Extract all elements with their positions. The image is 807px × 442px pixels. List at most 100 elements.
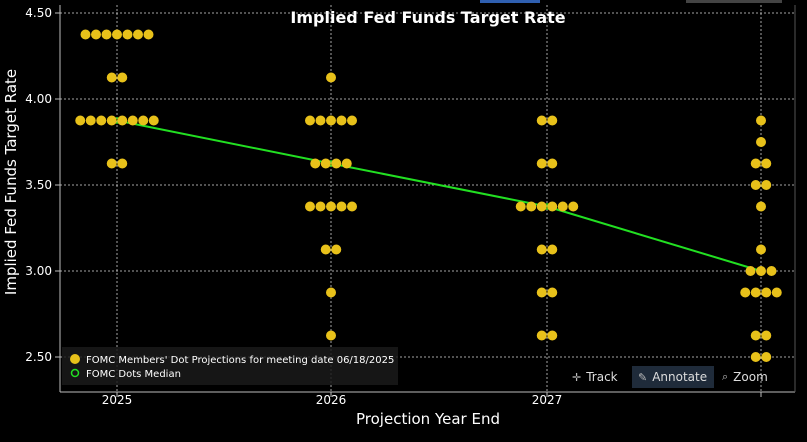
- projection-dot: [336, 201, 347, 212]
- projection-dot: [557, 201, 568, 212]
- projection-dot: [326, 201, 336, 212]
- projection-dot: [117, 158, 128, 169]
- projection-dot: [320, 244, 331, 255]
- projection-dot: [138, 115, 149, 126]
- projection-dot: [112, 29, 122, 40]
- projection-dot: [515, 201, 526, 212]
- projection-dot: [331, 244, 342, 255]
- projection-dot: [761, 180, 772, 190]
- projection-dot: [148, 115, 159, 126]
- projection-dot: [771, 287, 782, 298]
- x-tick-label: 2026: [316, 393, 347, 407]
- projection-dot: [326, 115, 336, 126]
- projection-dot: [75, 115, 86, 126]
- legend-median-marker: [70, 368, 80, 378]
- projection-dot: [766, 266, 777, 276]
- annotate-label: Annotate: [652, 370, 708, 384]
- y-tick-label: 2.50: [25, 350, 52, 364]
- projection-dot: [143, 29, 154, 40]
- y-tick-label: 4.50: [25, 6, 52, 20]
- legend-dot-marker: [70, 354, 80, 364]
- projection-dot: [547, 201, 558, 212]
- projection-dot: [106, 115, 117, 126]
- projection-dot: [761, 158, 772, 169]
- legend: FOMC Members' Dot Projections for meetin…: [62, 347, 398, 385]
- projection-dot: [347, 201, 357, 212]
- projection-dot: [745, 266, 756, 276]
- projection-dot: [761, 287, 772, 298]
- projection-dot: [547, 115, 558, 126]
- projection-dot: [117, 72, 128, 83]
- projection-dot: [536, 287, 547, 298]
- chart-title: Implied Fed Funds Target Rate: [290, 8, 565, 27]
- projection-dot: [101, 29, 112, 40]
- zoom-label: Zoom: [733, 370, 768, 384]
- projection-dot: [756, 244, 766, 255]
- projection-dot: [536, 244, 547, 255]
- median-line: [116, 119, 762, 272]
- track-button[interactable]: ✛ Track: [566, 366, 630, 388]
- projection-dot: [305, 201, 315, 212]
- projection-dot: [310, 158, 321, 169]
- projection-dot: [117, 115, 128, 126]
- legend-background: [62, 347, 398, 385]
- projection-dot: [106, 158, 117, 169]
- projection-dot: [547, 244, 558, 255]
- crosshair-icon: ✛: [572, 370, 582, 384]
- projection-dot: [122, 29, 133, 40]
- y-tick-label: 3.00: [25, 264, 52, 278]
- projection-dot: [91, 29, 101, 40]
- y-axis-label: Implied Fed Funds Target Rate: [2, 69, 20, 295]
- projection-dot: [547, 158, 558, 169]
- legend-dots-label: FOMC Members' Dot Projections for meetin…: [86, 355, 394, 366]
- top-border-segment: [480, 0, 540, 3]
- projection-dot: [96, 115, 107, 126]
- projection-dot: [536, 330, 547, 341]
- track-label: Track: [586, 370, 618, 384]
- projection-dot: [568, 201, 579, 212]
- x-tick-label: 2027: [532, 393, 563, 407]
- projection-dot: [336, 115, 347, 126]
- projection-dot: [756, 266, 766, 276]
- projection-dot: [756, 137, 766, 147]
- projection-dot: [85, 115, 96, 126]
- projection-dot: [750, 287, 761, 298]
- x-tick-label: 2025: [102, 393, 133, 407]
- x-axis-label: Projection Year End: [356, 410, 500, 428]
- projection-dot: [315, 201, 326, 212]
- projection-dot: [750, 158, 761, 169]
- projection-dot: [756, 115, 766, 126]
- projection-dot: [536, 201, 547, 212]
- projection-dot: [341, 158, 352, 169]
- projection-dot: [80, 29, 91, 40]
- projection-dot: [547, 330, 558, 341]
- zoom-button[interactable]: ⌕ Zoom: [716, 366, 776, 388]
- projection-dot: [750, 180, 761, 190]
- annotate-button[interactable]: ✎ Annotate: [632, 366, 714, 388]
- projection-dot: [305, 115, 315, 126]
- legend-median-label: FOMC Dots Median: [86, 369, 181, 380]
- projection-dot: [133, 29, 143, 40]
- projection-dot: [761, 352, 772, 362]
- projection-dot: [347, 115, 357, 126]
- y-tick-label: 4.00: [25, 92, 52, 106]
- projection-dot: [750, 352, 761, 362]
- projection-dot: [106, 72, 117, 83]
- projection-dot: [326, 72, 336, 83]
- projection-dot: [315, 115, 326, 126]
- projection-dot: [326, 330, 336, 341]
- projection-dot: [740, 287, 751, 298]
- projection-dot: [127, 115, 138, 126]
- projection-dot: [750, 330, 761, 341]
- y-tick-label: 3.50: [25, 178, 52, 192]
- pencil-icon: ✎: [638, 370, 648, 384]
- projection-dot: [526, 201, 537, 212]
- projection-dot: [326, 287, 336, 298]
- projection-dot: [536, 115, 547, 126]
- projection-dot: [320, 158, 331, 169]
- projection-dot: [761, 330, 772, 341]
- projection-dot: [536, 158, 547, 169]
- projection-dot: [547, 287, 558, 298]
- projection-dot: [756, 201, 766, 212]
